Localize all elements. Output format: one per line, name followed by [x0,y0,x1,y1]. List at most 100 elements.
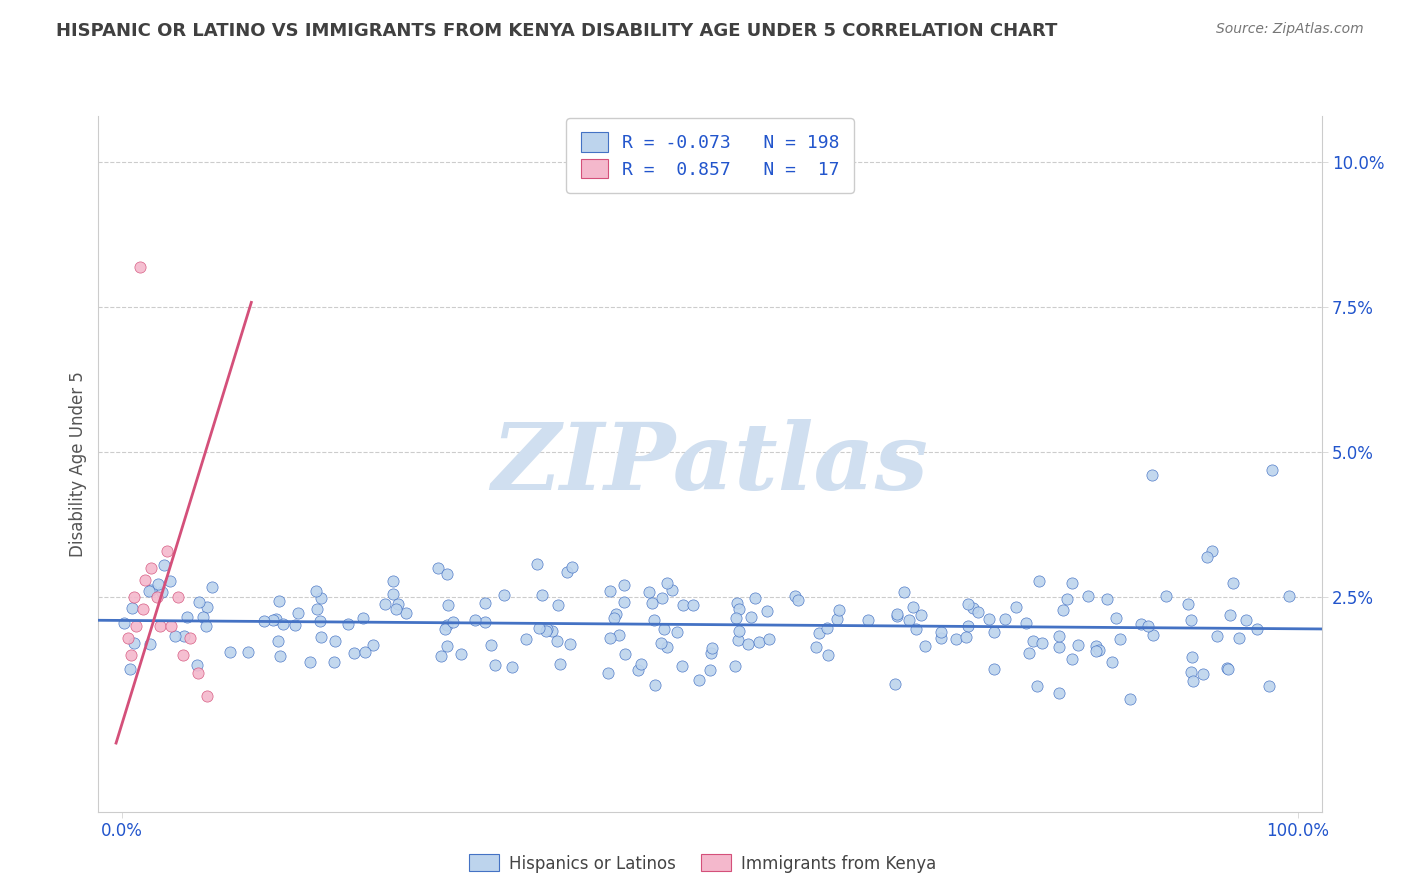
Point [1005,600,1028,615]
Point [381,574,404,588]
Point [1229,631,1251,645]
Point [983,662,1005,676]
Point [1201,543,1223,558]
Point [977,612,1000,626]
Point [688,673,710,687]
Point [1219,608,1241,623]
Point [269,648,291,663]
Point [271,616,294,631]
Point [430,648,453,663]
Point [758,632,780,647]
Point [1047,686,1070,700]
Point [436,639,458,653]
Point [323,656,346,670]
Point [672,598,695,612]
Point [464,613,486,627]
Point [1234,613,1257,627]
Point [727,602,749,616]
Text: Source: ZipAtlas.com: Source: ZipAtlas.com [1216,22,1364,37]
Point [548,657,571,671]
Point [515,632,537,646]
Point [596,666,619,681]
Point [492,588,515,602]
Point [374,597,396,611]
Point [558,637,581,651]
Point [337,616,360,631]
Point [299,655,322,669]
Point [614,647,637,661]
Point [152,558,174,572]
Point [343,646,366,660]
Point [172,648,194,662]
Point [284,618,307,632]
Point [652,623,675,637]
Point [441,615,464,629]
Point [187,665,209,680]
Point [1181,649,1204,664]
Point [546,634,568,648]
Text: HISPANIC OR LATINO VS IMMIGRANTS FROM KENYA DISABILITY AGE UNDER 5 CORRELATION C: HISPANIC OR LATINO VS IMMIGRANTS FROM KE… [56,22,1057,40]
Point [699,663,721,677]
Point [702,640,724,655]
Point [666,625,689,640]
Point [308,615,330,629]
Point [1084,643,1107,657]
Point [1047,640,1070,654]
Point [195,599,218,614]
Point [599,583,621,598]
Point [474,615,496,629]
Point [612,595,634,609]
Point [650,636,672,650]
Point [1028,574,1050,589]
Point [146,591,169,605]
Point [817,648,839,663]
Point [607,628,630,642]
Point [828,602,851,616]
Point [655,640,678,654]
Point [1067,638,1090,652]
Point [893,585,915,599]
Point [886,607,908,622]
Point [395,606,418,620]
Point [120,648,142,662]
Point [1154,589,1177,603]
Point [132,602,155,616]
Point [526,557,548,571]
Point [856,613,879,627]
Point [737,637,759,651]
Point [884,677,907,691]
Point [744,591,766,606]
Point [450,647,472,661]
Point [536,622,558,636]
Point [956,597,979,611]
Point [725,596,748,610]
Point [530,588,553,602]
Point [1218,661,1240,675]
Point [931,624,953,639]
Point [1018,646,1040,660]
Point [501,659,523,673]
Point [1077,589,1099,603]
Point [527,621,550,635]
Point [267,593,290,607]
Point [253,614,276,628]
Point [1142,628,1164,642]
Point [655,576,678,591]
Point [124,636,146,650]
Point [901,599,924,614]
Point [1108,632,1130,646]
Point [193,610,215,624]
Point [807,626,830,640]
Point [626,663,648,677]
Point [547,599,569,613]
Text: ZIPatlas: ZIPatlas [492,419,928,508]
Point [904,622,927,636]
Point [1129,616,1152,631]
Point [1105,611,1128,625]
Point [437,598,460,612]
Point [897,614,920,628]
Point [146,577,169,591]
Point [1062,652,1084,666]
Point [219,645,242,659]
Point [1015,615,1038,630]
